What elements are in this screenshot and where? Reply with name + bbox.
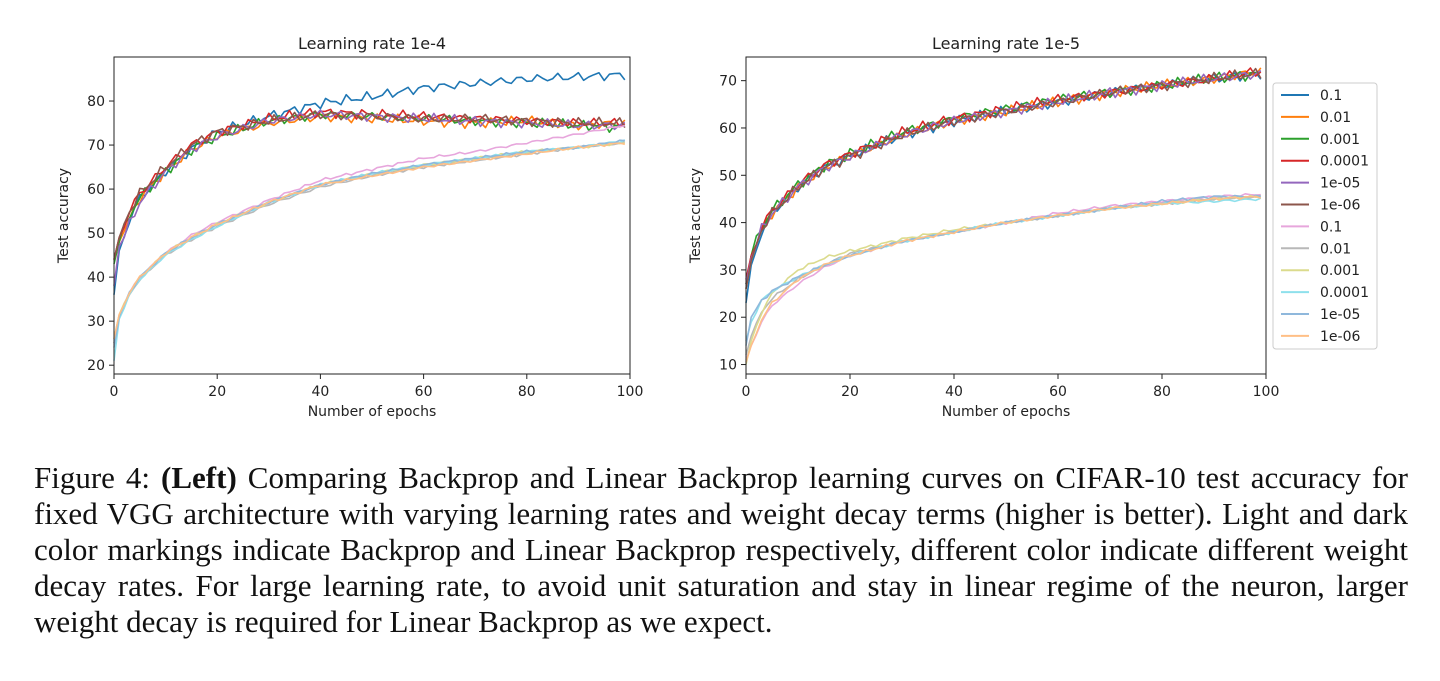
legend-label: 1e-06	[1320, 329, 1360, 345]
x-tick-label: 20	[841, 384, 859, 400]
legend-label: 0.0001	[1320, 154, 1369, 170]
series-line-3	[745, 70, 1261, 285]
y-axis-label: Test accuracy	[688, 168, 704, 264]
y-tick-label: 40	[719, 216, 737, 232]
x-tick-label: 100	[617, 384, 644, 400]
chart-1: 0 20 40 60 80 100 20 30 40 50 60 70 80 Learning rate …	[56, 34, 643, 420]
series-line-6	[745, 67, 1262, 289]
caption-bold: (Left)	[161, 460, 237, 495]
figure: 0 20 40 60 80 100 20 30 40 50 60 70 80 Learning rate …	[56, 34, 1378, 420]
series-line-9	[745, 194, 1261, 365]
y-tick-label: 30	[719, 263, 737, 279]
y-tick-label: 20	[87, 358, 105, 374]
series-line-11	[113, 139, 625, 348]
y-tick-label: 80	[87, 94, 105, 110]
legend-label: 0.1	[1320, 88, 1342, 104]
x-tick-label: 100	[1253, 384, 1280, 400]
series-line-1	[113, 71, 626, 295]
x-axis-label: Number of epochs	[942, 404, 1071, 420]
series-line-12	[113, 142, 625, 339]
y-tick-label: 70	[719, 74, 737, 90]
series-line-2	[745, 67, 1262, 289]
legend-label: 1e-05	[1320, 307, 1360, 323]
x-tick-label: 0	[742, 384, 751, 400]
x-tick-label: 80	[518, 384, 536, 400]
series-line-7	[113, 124, 625, 344]
y-tick-label: 70	[87, 138, 105, 154]
series-line-5	[745, 69, 1262, 285]
y-tick-label: 40	[87, 270, 105, 286]
legend-label: 0.001	[1320, 132, 1360, 148]
y-tick-label: 30	[87, 314, 105, 330]
x-tick-label: 0	[110, 384, 119, 400]
caption-text: Comparing Backprop and Linear Backprop l…	[34, 460, 1408, 639]
series-line-4	[745, 67, 1262, 280]
x-tick-label: 40	[945, 384, 963, 400]
chart-title: Learning rate 1e-4	[298, 34, 446, 53]
chart-2: 0 20 40 60 80 100 10 20 30 40 50 60 70 Learning rate …	[688, 34, 1378, 420]
x-tick-label: 60	[415, 384, 433, 400]
y-tick-label: 60	[87, 182, 105, 198]
series-line-8	[745, 194, 1261, 356]
legend-label: 0.01	[1320, 241, 1351, 257]
legend: 0.1 0.01 0.001 0.0001 1e-05 1e-06 0.1 0.01 0.001…	[1272, 82, 1378, 350]
caption-label: Figure 4:	[34, 460, 162, 495]
series-line-10	[745, 197, 1262, 342]
series-line-7	[745, 193, 1261, 361]
y-tick-label: 50	[719, 168, 737, 184]
x-tick-label: 40	[311, 384, 329, 400]
x-tick-label: 60	[1049, 384, 1067, 400]
y-axis-label: Test accuracy	[56, 168, 72, 264]
series-line-12	[745, 195, 1262, 363]
x-tick-label: 20	[208, 384, 226, 400]
x-axis-label: Number of epochs	[308, 404, 437, 420]
y-tick-label: 10	[719, 358, 737, 374]
chart-title: Learning rate 1e-5	[932, 34, 1080, 53]
legend-label: 0.01	[1320, 110, 1351, 126]
series-line-11	[745, 194, 1261, 346]
plot-frame	[113, 56, 631, 375]
legend-label: 1e-06	[1320, 198, 1360, 214]
y-tick-label: 50	[87, 226, 105, 242]
legend-label: 1e-05	[1320, 176, 1360, 192]
legend-label: 0.001	[1320, 263, 1360, 279]
y-tick-label: 60	[719, 121, 737, 137]
y-tick-label: 20	[719, 310, 737, 326]
figure-caption: Figure 4: (Left) Comparing Backprop and …	[34, 460, 1408, 640]
plot-frame	[745, 56, 1267, 375]
series-line-8	[113, 141, 626, 344]
legend-label: 0.1	[1320, 219, 1342, 235]
legend-frame	[1272, 82, 1378, 350]
x-tick-label: 80	[1153, 384, 1171, 400]
legend-label: 0.0001	[1320, 285, 1369, 301]
series-line-6	[113, 110, 626, 260]
series-line-5	[113, 109, 626, 287]
